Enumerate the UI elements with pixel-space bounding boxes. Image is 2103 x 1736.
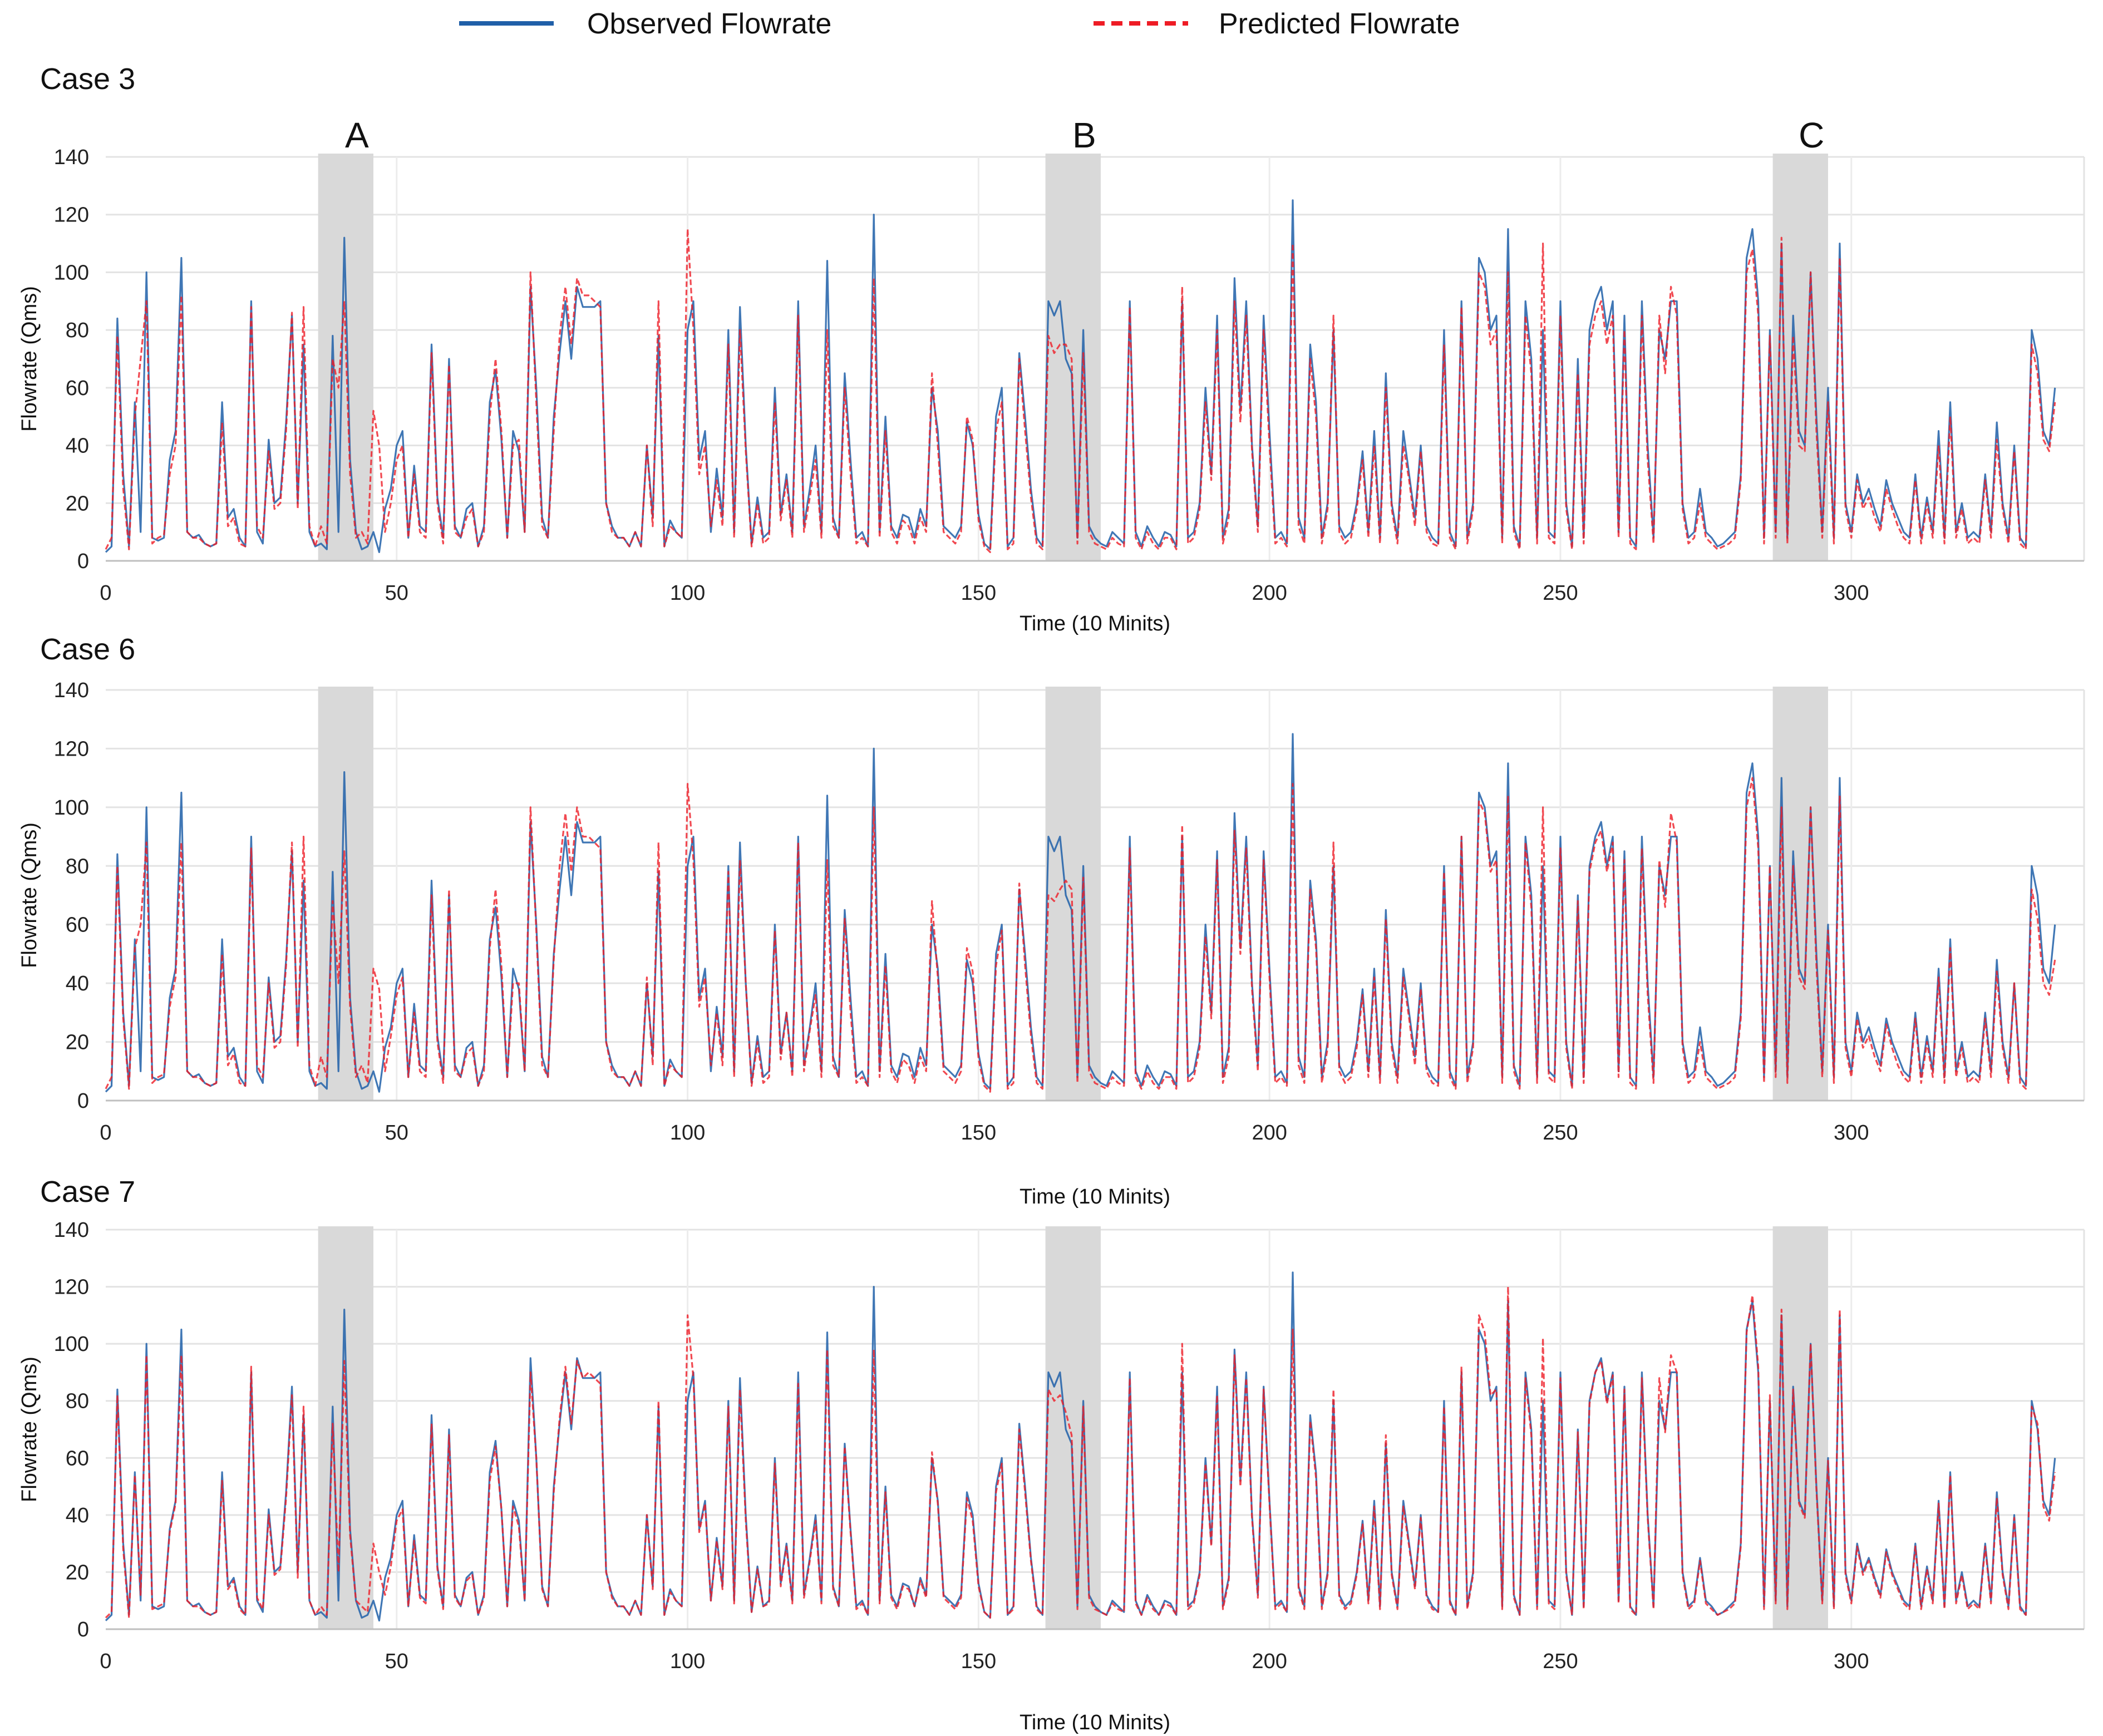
y-tick-label: 20 <box>66 1031 89 1054</box>
shaded-region-3 <box>1772 154 1828 561</box>
region-label: B <box>1072 115 1096 155</box>
legend-observed-label: Observed Flowrate <box>587 8 831 40</box>
x-tick-label: 0 <box>100 1121 111 1145</box>
x-tick-label: 50 <box>385 1650 408 1673</box>
y-tick-label: 80 <box>66 319 89 342</box>
x-tick-label: 0 <box>100 581 111 605</box>
chart-title: Case 6 <box>40 633 135 666</box>
x-tick-label: 300 <box>1834 581 1869 605</box>
x-tick-label: 200 <box>1252 1650 1287 1673</box>
shaded-region-2 <box>1045 154 1101 561</box>
legend: Observed Flowrate Predicted Flowrate <box>459 8 1460 40</box>
x-tick-label: 150 <box>961 1121 996 1145</box>
y-tick-label: 100 <box>54 261 89 284</box>
x-tick-label: 200 <box>1252 1121 1287 1145</box>
x-tick-label: 50 <box>385 1121 408 1145</box>
y-tick-label: 0 <box>77 1618 89 1641</box>
y-axis-title: Flowrate (Qms) <box>18 822 41 968</box>
series-predicted-line <box>105 777 2056 1093</box>
region-label: C <box>1799 115 1824 155</box>
shaded-region-2 <box>1045 687 1101 1101</box>
y-axis-title: Flowrate (Qms) <box>18 1357 41 1502</box>
x-tick-label: 200 <box>1252 581 1287 605</box>
y-tick-label: 120 <box>54 204 89 227</box>
y-tick-label: 20 <box>66 492 89 515</box>
chart-title: Case 7 <box>40 1175 135 1209</box>
shaded-region-3 <box>1772 687 1828 1101</box>
x-tick-label: 250 <box>1543 581 1578 605</box>
y-tick-label: 100 <box>54 1333 89 1356</box>
x-tick-label: 300 <box>1834 1121 1869 1145</box>
y-tick-label: 140 <box>54 679 89 702</box>
y-tick-label: 0 <box>77 1089 89 1113</box>
y-tick-label: 20 <box>66 1561 89 1584</box>
chart-panel-1: Case 3 0 20 40 60 80 100 120 140 0 50 100 150 200 250 3… <box>18 62 2085 635</box>
chart-title: Case 3 <box>40 62 135 96</box>
y-tick-label: 60 <box>66 1447 89 1470</box>
shaded-region-2 <box>1045 1226 1101 1629</box>
legend-predicted-label: Predicted Flowrate <box>1219 8 1460 40</box>
x-tick-label: 100 <box>670 1121 705 1145</box>
x-tick-label: 0 <box>100 1650 111 1673</box>
y-tick-label: 80 <box>66 855 89 878</box>
x-tick-label: 100 <box>670 1650 705 1673</box>
y-tick-label: 60 <box>66 914 89 937</box>
y-tick-label: 80 <box>66 1390 89 1413</box>
chart-panel-2: Case 6 0 20 40 60 80 100 120 140 0 50 100 150 200 250 3… <box>18 633 2085 1209</box>
x-axis-title: Time (10 Minits) <box>1020 1185 1170 1209</box>
y-tick-label: 140 <box>54 1219 89 1242</box>
y-tick-label: 0 <box>77 550 89 573</box>
shaded-region-3 <box>1772 1226 1828 1629</box>
y-tick-label: 60 <box>66 377 89 400</box>
x-tick-label: 50 <box>385 581 408 605</box>
x-tick-label: 100 <box>670 581 705 605</box>
y-tick-label: 40 <box>66 435 89 458</box>
y-tick-label: 140 <box>54 146 89 169</box>
x-tick-label: 250 <box>1543 1650 1578 1673</box>
chart-panel-3: Case 7 0 20 40 60 80 100 120 140 0 50 100 150 200 250 3… <box>18 1175 2085 1734</box>
region-label: A <box>345 115 369 155</box>
x-axis-title: Time (10 Minits) <box>1020 1711 1170 1734</box>
x-tick-label: 250 <box>1543 1121 1578 1145</box>
y-tick-label: 120 <box>54 737 89 761</box>
y-axis-title: Flowrate (Qms) <box>18 286 41 432</box>
series-predicted-line <box>105 228 2056 554</box>
y-tick-label: 40 <box>66 972 89 995</box>
x-axis-title: Time (10 Minits) <box>1020 612 1170 635</box>
y-tick-label: 120 <box>54 1276 89 1299</box>
x-tick-label: 150 <box>961 581 996 605</box>
x-tick-label: 150 <box>961 1650 996 1673</box>
series-predicted-line <box>105 1286 2056 1619</box>
y-tick-label: 100 <box>54 796 89 820</box>
y-tick-label: 40 <box>66 1504 89 1527</box>
x-tick-label: 300 <box>1834 1650 1869 1673</box>
